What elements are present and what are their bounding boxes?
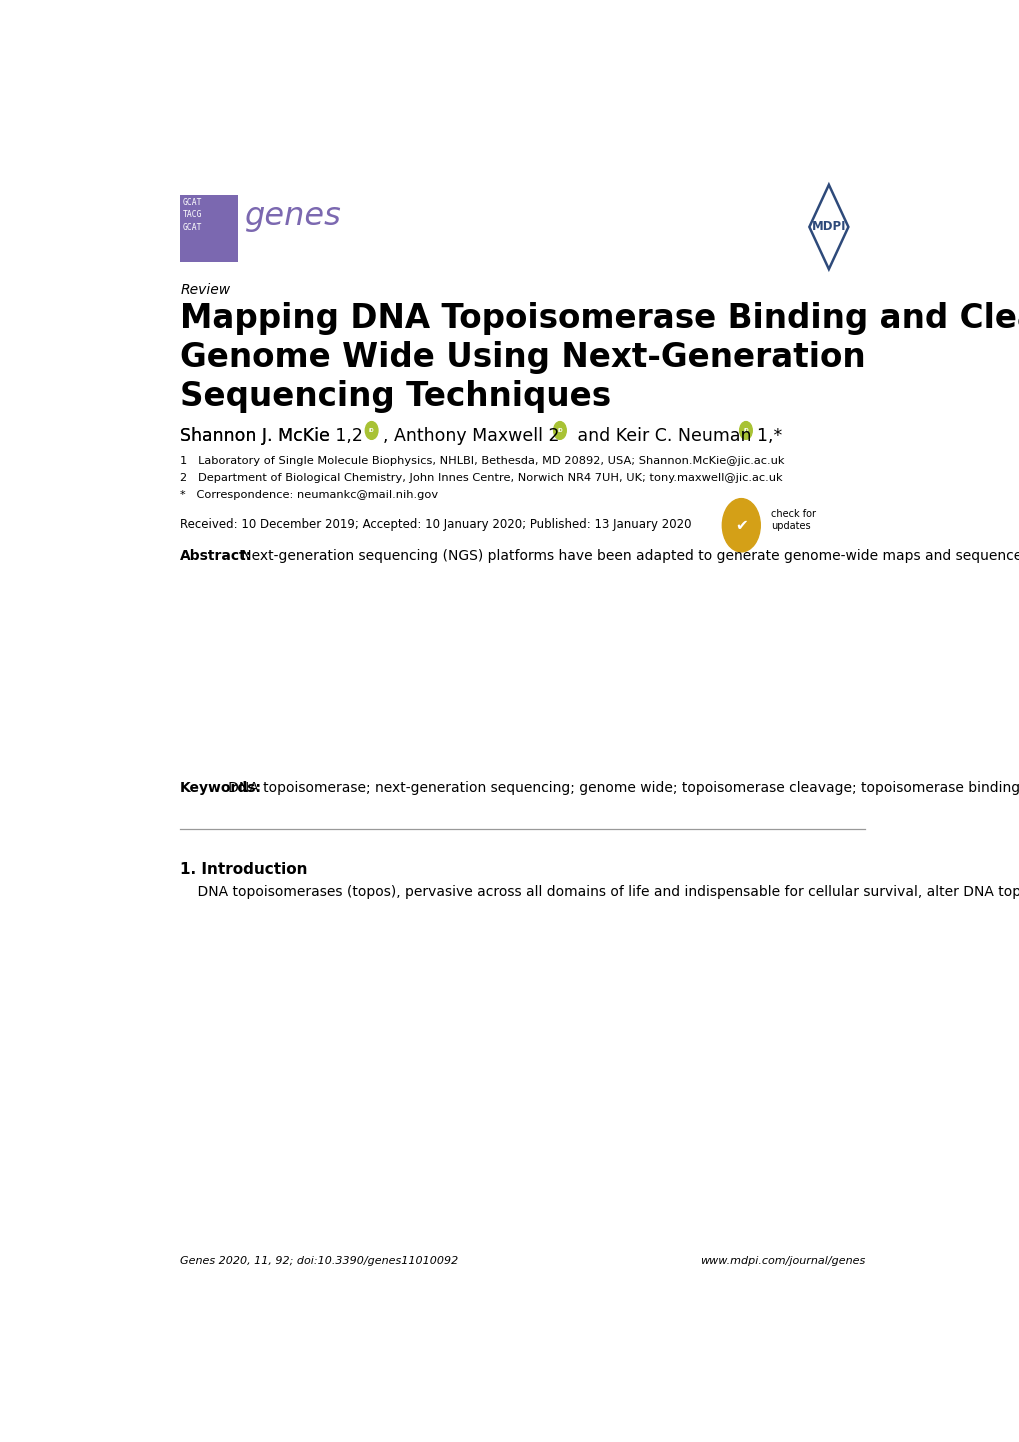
Circle shape xyxy=(739,421,752,440)
Text: Review: Review xyxy=(180,283,230,297)
Text: Genes 2020, 11, 92; doi:10.3390/genes11010092: Genes 2020, 11, 92; doi:10.3390/genes110… xyxy=(180,1256,458,1266)
Text: Shannon J. McKie: Shannon J. McKie xyxy=(180,427,335,446)
Text: and Keir C. Neuman 1,*: and Keir C. Neuman 1,* xyxy=(571,427,781,446)
Text: iD: iD xyxy=(556,428,562,433)
Text: Shannon J. McKie 1,2: Shannon J. McKie 1,2 xyxy=(180,427,363,446)
Text: 2   Department of Biological Chemistry, John Innes Centre, Norwich NR4 7UH, UK; : 2 Department of Biological Chemistry, Jo… xyxy=(180,473,782,483)
Text: iD: iD xyxy=(743,428,748,433)
FancyBboxPatch shape xyxy=(180,195,238,261)
Text: DNA topoisomerase; next-generation sequencing; genome wide; topoisomerase cleava: DNA topoisomerase; next-generation seque… xyxy=(180,782,1019,796)
Text: Next-generation sequencing (NGS) platforms have been adapted to generate genome-: Next-generation sequencing (NGS) platfor… xyxy=(180,549,1019,562)
Text: *   Correspondence: neumankc@mail.nih.gov: * Correspondence: neumankc@mail.nih.gov xyxy=(180,490,438,500)
Text: genes: genes xyxy=(245,200,341,232)
Text: check for
updates: check for updates xyxy=(770,509,815,531)
Circle shape xyxy=(365,421,378,440)
Text: 1   Laboratory of Single Molecule Biophysics, NHLBI, Bethesda, MD 20892, USA; Sh: 1 Laboratory of Single Molecule Biophysi… xyxy=(180,457,784,466)
Text: DNA topoisomerases (topos), pervasive across all domains of life and indispensab: DNA topoisomerases (topos), pervasive ac… xyxy=(180,885,1019,900)
Text: Mapping DNA Topoisomerase Binding and Cleavage
Genome Wide Using Next-Generation: Mapping DNA Topoisomerase Binding and Cl… xyxy=(180,303,1019,412)
Text: , Anthony Maxwell 2: , Anthony Maxwell 2 xyxy=(383,427,559,446)
Text: Received: 10 December 2019; Accepted: 10 January 2020; Published: 13 January 202: Received: 10 December 2019; Accepted: 10… xyxy=(180,518,691,531)
Text: www.mdpi.com/journal/genes: www.mdpi.com/journal/genes xyxy=(699,1256,864,1266)
Text: ✔: ✔ xyxy=(735,518,747,532)
Text: Keywords:: Keywords: xyxy=(180,782,262,796)
Text: 1. Introduction: 1. Introduction xyxy=(180,862,308,877)
Text: iD: iD xyxy=(369,428,374,433)
Text: Abstract:: Abstract: xyxy=(180,549,253,562)
Text: GCAT
TACG
GCAT: GCAT TACG GCAT xyxy=(182,198,202,232)
Circle shape xyxy=(553,421,566,440)
Circle shape xyxy=(721,499,759,552)
Text: MDPI: MDPI xyxy=(811,221,846,234)
